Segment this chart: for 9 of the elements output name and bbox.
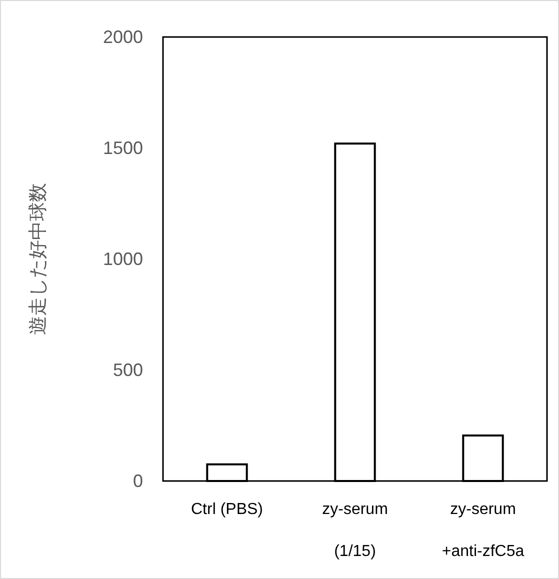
y-tick-label: 1000	[102, 249, 143, 269]
y-tick-label: 500	[112, 360, 143, 380]
category-label: zy-serum +anti-zfC5a	[442, 501, 524, 560]
x-tick-label: Ctrl (PBS)	[191, 501, 263, 518]
y-tick-label: 0	[132, 471, 143, 491]
y-axis-title: 遊走した好中球数	[28, 183, 49, 335]
y-tick-label: 1500	[102, 138, 143, 158]
category-label: zy-serum (1/15)	[322, 501, 388, 560]
y-tick-label: 2000	[102, 27, 143, 47]
